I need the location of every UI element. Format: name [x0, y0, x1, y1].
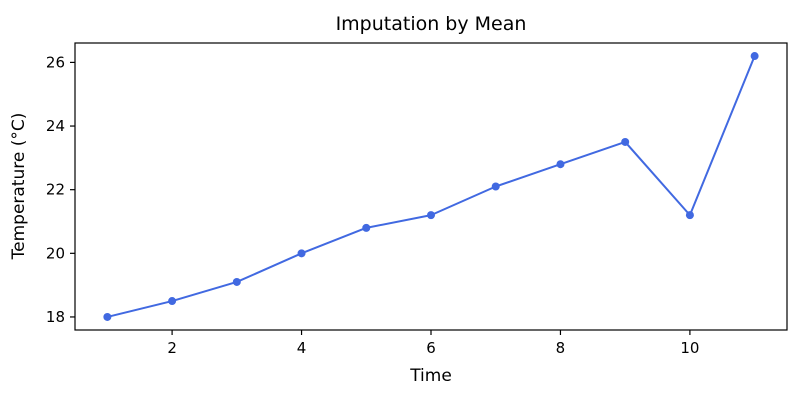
data-point-marker [362, 223, 371, 232]
y-axis-ticks: 18 20 22 24 26 [46, 53, 75, 326]
data-point-marker [427, 211, 435, 220]
data-point-marker [103, 312, 112, 321]
data-point-marker [685, 211, 694, 220]
y-tick-label: 22 [46, 181, 65, 199]
x-axis-ticks: 2 4 6 8 10 [167, 330, 699, 357]
x-tick-label: 8 [556, 339, 566, 357]
y-axis-label: Temperature (°C) [9, 113, 29, 261]
data-point-marker [750, 52, 759, 61]
data-point-marker [491, 182, 500, 191]
y-tick-label: 26 [46, 53, 65, 71]
y-tick-label: 20 [46, 244, 65, 262]
x-tick-label: 6 [426, 339, 436, 357]
temperature-line [106, 55, 756, 318]
x-axis-label: Time [409, 366, 452, 386]
chart-title: Imputation by Mean [336, 13, 527, 35]
plot-frame [74, 42, 788, 331]
x-tick-label: 10 [680, 339, 699, 357]
data-point-marker [556, 160, 565, 169]
axes-spines [74, 42, 788, 331]
data-point-marker [621, 137, 630, 146]
temperature-series [103, 52, 759, 321]
data-point-marker [168, 297, 177, 306]
y-tick-label: 18 [46, 308, 65, 326]
x-tick-label: 2 [167, 339, 177, 357]
x-tick-label: 4 [297, 339, 307, 357]
data-point-marker [297, 249, 306, 258]
data-point-marker [232, 277, 241, 286]
y-tick-label: 24 [46, 117, 65, 135]
